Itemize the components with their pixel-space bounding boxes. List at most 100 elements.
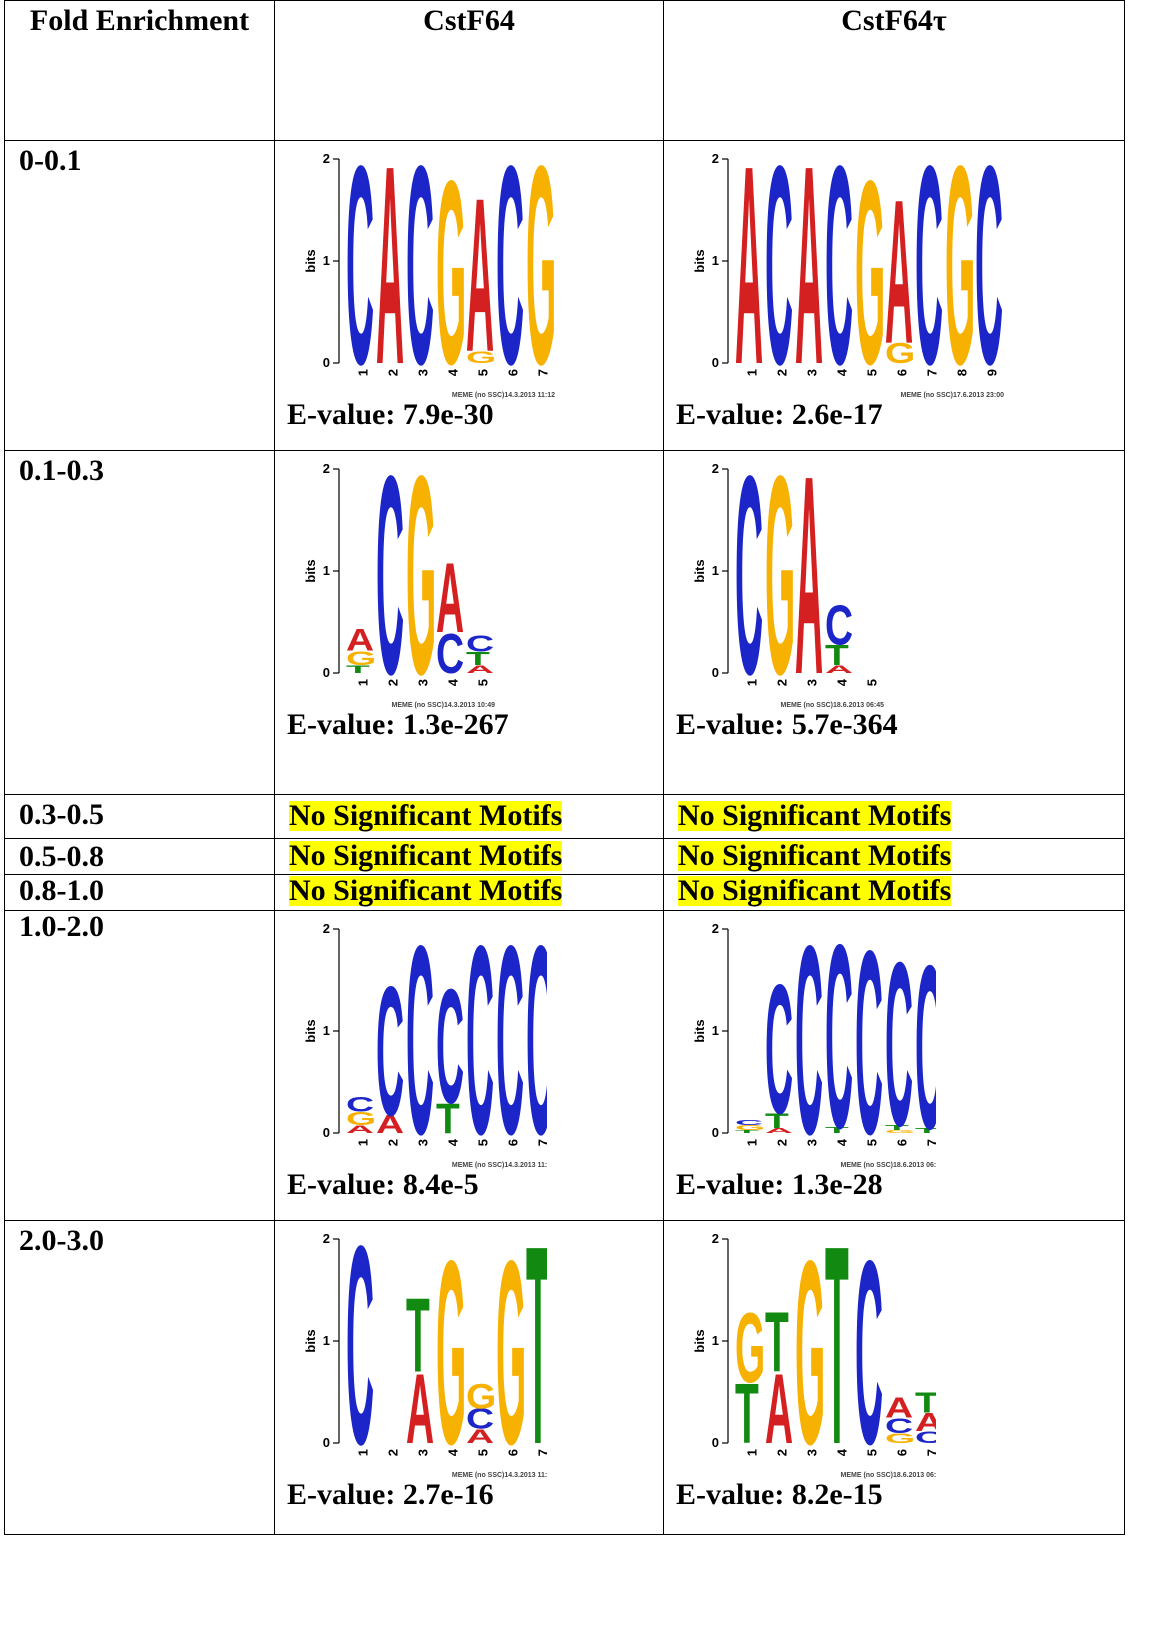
logo-letter-T: T xyxy=(526,1229,547,1481)
logo-letter-A: A xyxy=(795,149,823,401)
position-label: 1 xyxy=(744,1139,759,1146)
logo-letter-G: G xyxy=(346,1108,376,1129)
logo-letter-G: G xyxy=(436,1229,466,1481)
y-axis-label: bits xyxy=(303,249,318,272)
logo-letter-C: C xyxy=(855,919,883,1171)
position-label: 2 xyxy=(774,369,789,376)
y-tick-label: 2 xyxy=(323,151,330,166)
logo-letter-G: G xyxy=(885,338,915,370)
logo-letter-A: A xyxy=(765,1353,793,1464)
e-value: E-value: 1.3e-28 xyxy=(676,1168,883,1201)
logo-letter-G: G xyxy=(466,1376,496,1416)
y-axis-label: bits xyxy=(692,559,707,582)
logo-letter-G: G xyxy=(855,149,885,401)
fold-range: 0.3-0.5 xyxy=(19,798,104,831)
logo-letter-T: T xyxy=(436,1094,460,1142)
header-cstf64tau: CstF64τ xyxy=(663,0,1125,141)
position-label: 6 xyxy=(505,1139,520,1146)
logo-letter-C: C xyxy=(765,149,793,401)
logo-letter-C: C xyxy=(346,1093,374,1117)
sequence-logo: 012bitsTGC1ATC2C3TC4C5GTC6TC7MEME (no SS… xyxy=(692,919,936,1171)
y-tick-label: 1 xyxy=(323,563,330,578)
meme-footer: MEME (no SSC)14.3.2013 11:18 xyxy=(452,1162,547,1169)
meme-footer: MEME (no SSC)14.3.2013 10:49 xyxy=(392,702,496,709)
position-label: 4 xyxy=(445,1138,460,1146)
fold-range: 0.8-1.0 xyxy=(19,874,104,907)
position-label: 7 xyxy=(535,1139,547,1146)
logo-letter-C: C xyxy=(885,1414,913,1438)
position-label: 8 xyxy=(954,369,969,376)
logo-letter-T: T xyxy=(765,1109,789,1133)
range-cell: 0.1-0.3 xyxy=(4,450,275,795)
e-value: E-value: 1.3e-267 xyxy=(287,708,509,741)
logo-letter-C: C xyxy=(496,919,524,1171)
e-value: E-value: 8.4e-5 xyxy=(287,1168,479,1201)
logo-letter-A: A xyxy=(376,1110,404,1139)
logo-letter-T: T xyxy=(825,640,849,672)
logo-letter-C: C xyxy=(975,149,1003,401)
y-axis-label: bits xyxy=(692,249,707,272)
logo-letter-A: A xyxy=(466,153,494,398)
meme-footer: MEME (no SSC)17.6.2013 23:00 xyxy=(901,392,1005,399)
position-label: 5 xyxy=(864,1449,879,1456)
y-tick-label: 2 xyxy=(323,461,330,476)
table-row: 0.5-0.8 No Significant Motifs No Signifi… xyxy=(4,838,1125,875)
y-tick-label: 0 xyxy=(712,1435,719,1450)
table-row: 0-0.1 0 1 2 bits C 1 A 2 C 3 G 4 G A 5 C 6 G 7 MEME (no SSC… xyxy=(4,140,1125,451)
cstf64tau-cell: No Significant Motifs xyxy=(663,874,1125,911)
header-row: Fold Enrichment CstF64 CstF64τ xyxy=(4,0,1125,141)
logo-letter-G: G xyxy=(436,149,466,401)
logo-letter-C: C xyxy=(795,919,823,1171)
table-row: 2.0-3.0 012bitsC12AT3G4ACG5G6T7MEME (no … xyxy=(4,1220,1125,1535)
no-significant-motifs: No Significant Motifs xyxy=(678,874,952,907)
table-row: 1.0-2.0 012bitsAGC1AC2C3TC4C5C6C7MEME (n… xyxy=(4,910,1125,1221)
logo-letter-T: T xyxy=(825,1125,849,1134)
position-label: 7 xyxy=(924,369,939,376)
logo-letter-A: A xyxy=(466,663,494,676)
range-cell: 0.3-0.5 xyxy=(4,794,275,839)
position-label: 2 xyxy=(774,679,789,686)
position-label: 5 xyxy=(864,1139,879,1146)
logo-letter-C: C xyxy=(406,149,434,401)
position-label: 3 xyxy=(804,1139,819,1146)
logo-letter-C: C xyxy=(735,1119,763,1127)
table-row: 0.1-0.3 0 1 2 bits T G A 1 C 2 G 3 C A 4 A T C 5 MEME (no S… xyxy=(4,450,1125,795)
position-label: 4 xyxy=(834,368,849,376)
logo-letter-A: A xyxy=(346,1123,374,1136)
logo-letter-G: G xyxy=(885,1129,915,1134)
position-label: 4 xyxy=(834,1448,849,1456)
y-axis-label: bits xyxy=(692,1019,707,1042)
position-label: 1 xyxy=(744,1449,759,1456)
logo-letter-C: C xyxy=(915,1428,936,1447)
range-cell: 0.5-0.8 xyxy=(4,838,275,875)
position-label: 4 xyxy=(445,368,460,376)
logo-letter-G: G xyxy=(945,149,975,401)
position-label: 2 xyxy=(774,1449,789,1456)
y-tick-label: 0 xyxy=(323,1125,330,1140)
position-label: 1 xyxy=(355,1139,370,1146)
e-value: E-value: 2.6e-17 xyxy=(676,398,883,431)
y-tick-label: 2 xyxy=(323,1231,330,1246)
logo-letter-G: G xyxy=(735,1124,765,1132)
logo-letter-C: C xyxy=(466,919,494,1171)
logo-letter-C: C xyxy=(436,623,464,686)
logo-letter-C: C xyxy=(825,919,853,1171)
logo-letter-A: A xyxy=(406,1353,434,1464)
e-value: E-value: 5.7e-364 xyxy=(676,708,898,741)
position-label: 1 xyxy=(355,369,370,376)
y-tick-label: 2 xyxy=(712,151,719,166)
y-axis-label: bits xyxy=(303,1019,318,1042)
sequence-logo: 012bitsTG1AT2G3T4C5GCA6CAT7MEME (no SSC)… xyxy=(692,1229,936,1481)
y-tick-label: 1 xyxy=(323,1023,330,1038)
logo-letter-G: G xyxy=(795,1229,825,1481)
position-label: 5 xyxy=(475,679,490,686)
logo-letter-A: A xyxy=(466,1425,494,1447)
position-label: 2 xyxy=(385,1139,400,1146)
cstf64tau-cell: No Significant Motifs xyxy=(663,838,1125,875)
no-significant-motifs: No Significant Motifs xyxy=(289,839,563,872)
fold-range: 2.0-3.0 xyxy=(19,1224,104,1257)
position-label: 3 xyxy=(804,1449,819,1456)
position-label: 7 xyxy=(924,1139,936,1146)
e-value: E-value: 8.2e-15 xyxy=(676,1478,883,1511)
y-tick-label: 1 xyxy=(712,1023,719,1038)
